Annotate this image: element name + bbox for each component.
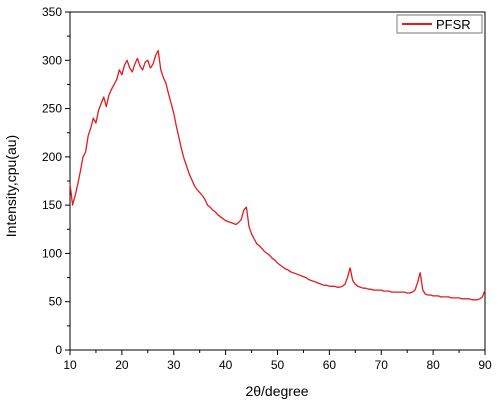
y-tick-label: 50 bbox=[49, 295, 63, 309]
x-tick-label: 50 bbox=[271, 358, 285, 372]
x-tick-label: 40 bbox=[219, 358, 233, 372]
x-tick-label: 80 bbox=[426, 358, 440, 372]
y-axis-ticks: 0 50 100 150 200 250 300 350 bbox=[42, 5, 70, 357]
x-tick-label: 10 bbox=[63, 358, 77, 372]
y-tick-label: 100 bbox=[42, 246, 62, 260]
x-tick-label: 30 bbox=[167, 358, 181, 372]
x-axis-ticks: 10 20 30 40 50 60 70 80 90 bbox=[63, 350, 492, 372]
x-tick-label: 20 bbox=[115, 358, 129, 372]
series-line-pfsr bbox=[69, 49, 486, 301]
y-tick-label: 0 bbox=[55, 343, 62, 357]
y-tick-label: 200 bbox=[42, 150, 62, 164]
legend-label-pfsr: PFSR bbox=[436, 17, 471, 32]
x-tick-label: 70 bbox=[375, 358, 389, 372]
x-axis-title: 2θ/degree bbox=[245, 383, 308, 399]
y-axis-title: Intensity,cpu(au) bbox=[3, 135, 19, 237]
legend-box bbox=[396, 14, 483, 34]
x-tick-label: 90 bbox=[478, 358, 492, 372]
series-layer bbox=[69, 49, 486, 301]
plot-area bbox=[69, 11, 486, 351]
y-tick-label: 300 bbox=[42, 53, 62, 67]
y-tick-label: 150 bbox=[42, 198, 62, 212]
legend: PFSR bbox=[396, 14, 483, 34]
y-tick-label: 250 bbox=[42, 102, 62, 116]
y-tick-label: 350 bbox=[42, 5, 62, 19]
x-tick-label: 60 bbox=[323, 358, 337, 372]
